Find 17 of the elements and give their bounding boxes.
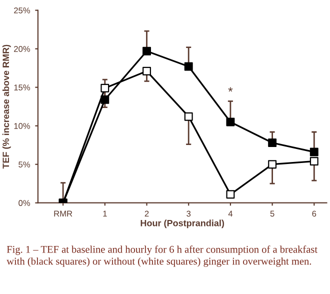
x-axis-title: Hour (Postprandial) [140, 220, 224, 228]
x-tick-label: 5 [270, 210, 274, 217]
x-tick-label: 2 [144, 210, 149, 217]
y-tick-label: 0% [18, 200, 30, 206]
annotation: * [228, 87, 233, 92]
x-tick-label: 3 [186, 210, 191, 217]
x-tick-label: 6 [312, 210, 316, 217]
y-tick-label: 5% [18, 162, 30, 168]
y-tick-label: 25% [14, 7, 30, 14]
y-tick-label: 15% [14, 84, 30, 90]
y-axis-title: TEF (% increase above RMR) [2, 44, 11, 169]
caption: Fig. 1 – TEF at baseline and hourly for 6 h after consumption of a breakfast with (black squares) or without (white squares) ginger in overweight men. [6, 245, 318, 267]
x-tick-label: 1 [103, 210, 107, 217]
x-tick-label: RMR [54, 210, 72, 217]
y-tick-label: 20% [14, 46, 30, 52]
x-tick-label: 4 [228, 210, 233, 217]
y-tick-label: 10% [14, 123, 30, 129]
